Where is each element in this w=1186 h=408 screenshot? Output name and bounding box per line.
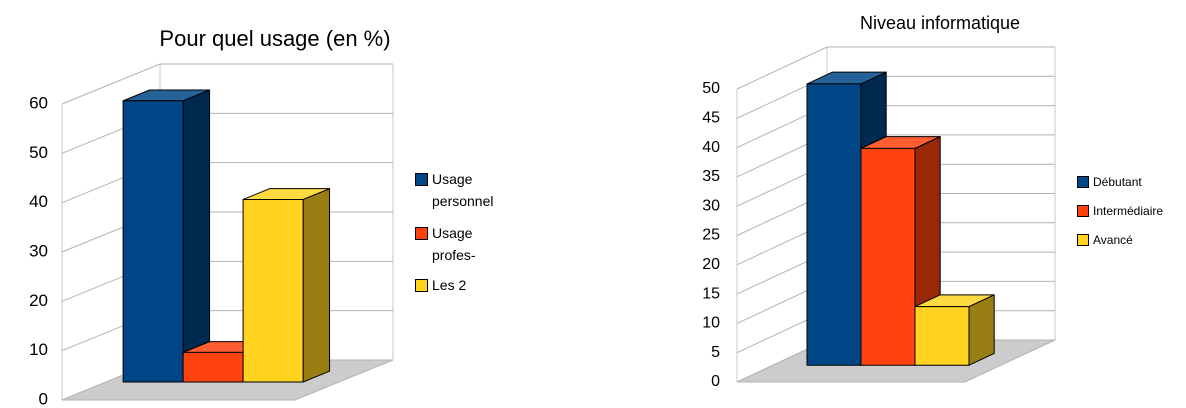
y-tick-label: 40 — [702, 139, 720, 156]
legend-swatch — [415, 278, 428, 292]
y-tick-label: 35 — [702, 168, 720, 185]
grid-line — [61, 63, 393, 105]
legend-swatch — [1077, 234, 1089, 246]
legend-item: Débutant — [1077, 172, 1186, 192]
bar-front — [122, 100, 184, 383]
y-tick-label: 50 — [702, 80, 720, 97]
y-tick-label: 10 — [702, 315, 720, 332]
legend-label: Usage personnel — [432, 171, 494, 209]
legend-swatch — [1077, 176, 1089, 188]
legend-label: Avancé — [1093, 233, 1133, 247]
y-tick-label: 25 — [702, 227, 720, 244]
y-tick-label: 50 — [29, 143, 48, 162]
grid-line — [61, 260, 393, 302]
bar-side — [968, 294, 995, 366]
legend-label: Usage profes- — [432, 225, 476, 263]
y-tick-label: 30 — [29, 241, 48, 260]
legend-swatch — [1077, 205, 1089, 217]
y-tick-label: 10 — [29, 340, 48, 359]
bar-side — [182, 89, 211, 383]
bar — [122, 89, 211, 383]
legend-label: Les 2 — [432, 277, 467, 293]
legend-item: Usage personnel — [415, 168, 503, 212]
chart-title: Pour quel usage (en %) — [159, 26, 390, 51]
y-tick-label: 45 — [702, 110, 720, 127]
legend-item: Usage profes- — [415, 222, 503, 266]
y-tick-label: 5 — [711, 344, 720, 361]
legend-item: Intermédiaire — [1077, 201, 1186, 221]
bar-front — [914, 306, 970, 366]
chart-title: Niveau informatique — [860, 13, 1020, 33]
y-tick-label: 15 — [702, 285, 720, 302]
bar — [914, 294, 995, 366]
bar-front — [806, 83, 862, 366]
bar-front — [860, 147, 916, 366]
legend-item: Les 2 — [415, 274, 503, 296]
grid-line — [61, 162, 393, 204]
legend-label: Intermédiaire — [1093, 204, 1164, 218]
bar — [242, 188, 331, 383]
legend-item: Avancé — [1077, 230, 1186, 250]
bar-front — [242, 198, 304, 383]
legend: Débutant Intermédiaire Avancé — [1077, 172, 1186, 250]
grid-line — [61, 211, 393, 253]
bar-front — [182, 351, 244, 383]
y-tick-label: 20 — [29, 291, 48, 310]
y-tick-label: 30 — [702, 197, 720, 214]
grid-line — [736, 75, 1055, 119]
bar-side — [302, 188, 331, 383]
legend-label: Débutant — [1093, 175, 1142, 189]
grid-line — [736, 46, 1055, 90]
y-tick-label: 20 — [702, 256, 720, 273]
y-tick-label: 40 — [29, 192, 48, 211]
legend: Usage personnel Usage profes- Les 2 — [415, 162, 503, 296]
y-tick-label: 0 — [711, 373, 720, 390]
y-tick-label: 60 — [29, 93, 48, 112]
grid-line — [61, 112, 393, 154]
y-tick-label: 0 — [39, 389, 48, 408]
legend-swatch — [415, 226, 428, 240]
legend-swatch — [415, 172, 428, 186]
